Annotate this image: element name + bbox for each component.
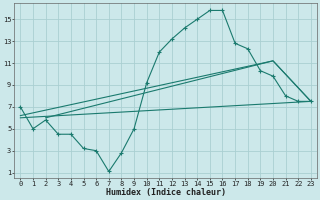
X-axis label: Humidex (Indice chaleur): Humidex (Indice chaleur)	[106, 188, 226, 197]
